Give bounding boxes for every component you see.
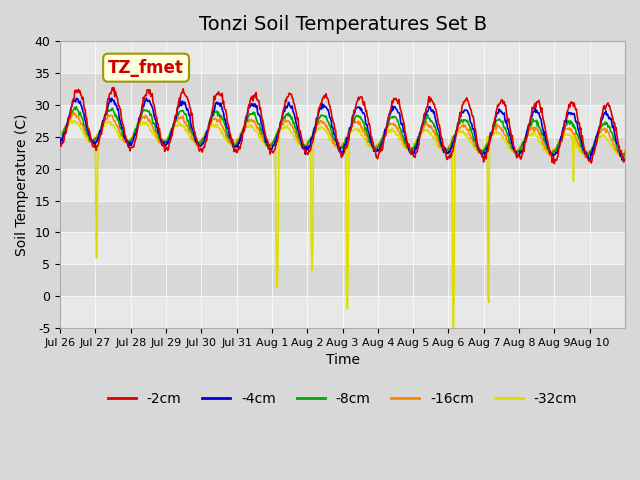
X-axis label: Time: Time — [326, 353, 360, 367]
Text: TZ_fmet: TZ_fmet — [108, 59, 184, 77]
Bar — [60, 105, 625, 137]
Bar — [60, 73, 625, 105]
Bar — [60, 201, 625, 232]
Y-axis label: Soil Temperature (C): Soil Temperature (C) — [15, 113, 29, 256]
Title: Tonzi Soil Temperatures Set B: Tonzi Soil Temperatures Set B — [198, 15, 486, 34]
Legend: -2cm, -4cm, -8cm, -16cm, -32cm: -2cm, -4cm, -8cm, -16cm, -32cm — [102, 386, 583, 412]
Bar — [60, 264, 625, 296]
Bar — [60, 137, 625, 168]
Bar — [60, 41, 625, 73]
Bar — [60, 232, 625, 264]
Bar — [60, 168, 625, 201]
Bar — [60, 296, 625, 328]
